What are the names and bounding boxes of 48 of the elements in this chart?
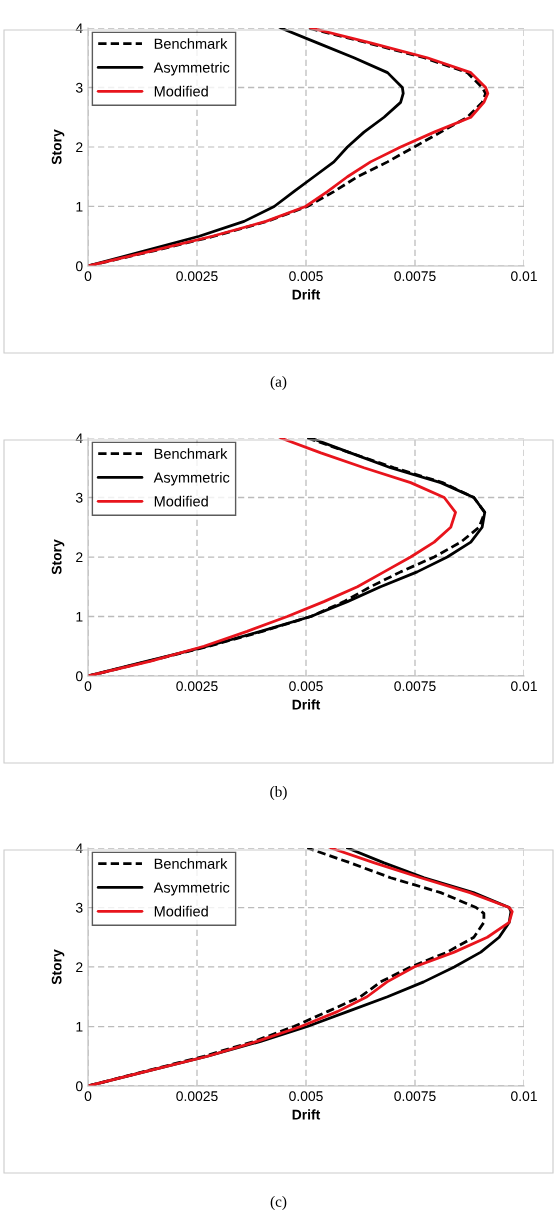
x-tick-label: 0.005 [289, 271, 323, 282]
legend-label: Modified [154, 495, 208, 507]
x-tick-label: 0.0025 [176, 271, 218, 282]
x-tick-label: 0.01 [511, 681, 537, 692]
y-tick-label: 0 [75, 671, 83, 682]
y-axis-title: Story [51, 129, 65, 165]
legend-label: Benchmark [154, 38, 228, 49]
x-axis-title: Drift [292, 289, 321, 300]
x-tick-label: 0.0075 [394, 681, 436, 692]
x-axis-title: Drift [292, 1109, 321, 1120]
text: (c) [270, 1196, 287, 1210]
y-tick-label: 3 [75, 902, 83, 913]
x-tick-label: 0.005 [289, 1091, 323, 1102]
text: (b) [270, 786, 287, 800]
y-tick-label: 1 [76, 201, 83, 212]
y-tick-label: 4 [75, 23, 83, 34]
y-tick-label: 1 [76, 1021, 83, 1032]
y-tick-label: 1 [76, 611, 83, 622]
y-axis-title: Story [51, 539, 65, 575]
y-tick-label: 3 [75, 492, 83, 503]
x-tick-label: 0.0025 [176, 1091, 218, 1102]
x-tick-label: 0.01 [511, 1091, 537, 1102]
y-tick-label: 0 [75, 261, 83, 272]
y-tick-label: 0 [75, 1081, 83, 1092]
y-tick-label: 4 [75, 433, 83, 444]
x-tick-label: 0 [84, 1091, 92, 1102]
legend-label: Modified [154, 905, 208, 917]
legend-label: Asymmetric [153, 472, 230, 486]
y-tick-label: 3 [75, 82, 83, 93]
y-tick-label: 2 [76, 552, 83, 563]
text: (a) [270, 376, 287, 390]
legend-label: Asymmetric [153, 882, 230, 896]
y-axis-title: Story [51, 949, 65, 985]
legend-label: Modified [154, 85, 208, 97]
y-tick-label: 2 [76, 142, 83, 153]
legend-label: Asymmetric [153, 62, 230, 76]
x-tick-label: 0.01 [511, 271, 537, 282]
y-tick-label: 4 [75, 843, 83, 854]
y-tick-label: 2 [76, 962, 83, 973]
x-tick-label: 0.0025 [176, 681, 218, 692]
x-tick-label: 0 [84, 681, 92, 692]
legend-label: Benchmark [154, 448, 228, 459]
x-tick-label: 0 [84, 271, 92, 282]
legend-label: Benchmark [154, 858, 228, 869]
x-axis-title: Drift [292, 699, 321, 710]
x-tick-label: 0.0075 [394, 271, 436, 282]
x-tick-label: 0.0075 [394, 1091, 436, 1102]
x-tick-label: 0.005 [289, 681, 323, 692]
